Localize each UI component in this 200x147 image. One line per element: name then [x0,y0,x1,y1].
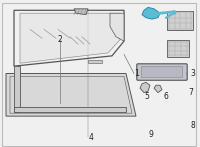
Polygon shape [20,13,120,63]
FancyBboxPatch shape [141,66,183,78]
Polygon shape [74,9,88,15]
Text: 9: 9 [149,130,153,139]
FancyBboxPatch shape [137,64,187,80]
Text: 5: 5 [145,92,149,101]
Polygon shape [14,66,20,112]
Polygon shape [6,74,136,116]
Text: 4: 4 [89,133,93,142]
FancyBboxPatch shape [167,11,193,30]
Polygon shape [142,7,160,19]
Text: 2: 2 [58,35,62,44]
Text: 6: 6 [164,92,168,101]
FancyBboxPatch shape [88,60,102,63]
Text: 1: 1 [135,69,139,78]
Text: 3: 3 [191,69,195,78]
FancyBboxPatch shape [167,40,189,57]
Polygon shape [14,107,126,112]
Text: 8: 8 [191,121,195,130]
Polygon shape [140,82,150,93]
Polygon shape [110,13,124,41]
Polygon shape [154,85,162,93]
Text: 7: 7 [189,88,193,97]
